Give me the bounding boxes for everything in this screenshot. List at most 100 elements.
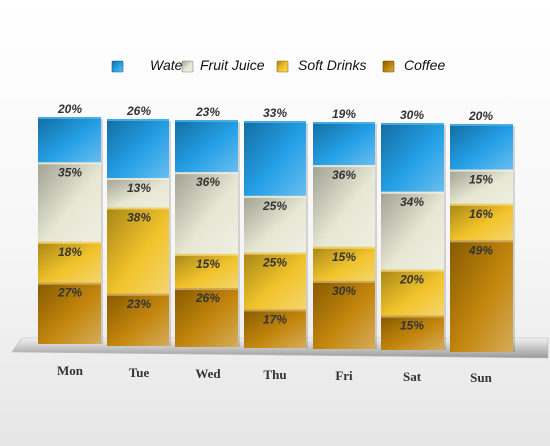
bar-segment-edge: [175, 287, 238, 290]
value-labels: 20% 35% 18% 27% 26% 13% 38% 23% 23% 36% 15% 26% 33% 2…: [57, 102, 493, 333]
x-tick-label-sat: Sat: [403, 369, 422, 384]
bar-segment-edge: [381, 191, 444, 194]
bar-segment-edge: [107, 178, 169, 181]
bar-segment-edge: [175, 120, 238, 122]
bar-segment-edge: [175, 172, 238, 175]
value-label-water-wed: 23%: [195, 105, 220, 119]
bar-segment-water-thu: [244, 121, 306, 196]
bar-segment-coffee-tue: [107, 293, 169, 346]
bar-segment-edge: [38, 162, 101, 165]
bar-segment-soft-drinks-thu: [244, 252, 306, 310]
bar-segment-edge: [107, 207, 169, 210]
x-axis: Mon Tue Wed Thu Fri Sat Sun: [57, 363, 493, 385]
bar-segment-fruit-juice-mon: [38, 162, 101, 242]
value-label-coffee-wed: 26%: [195, 291, 220, 305]
bar-segment-coffee-wed: [175, 287, 238, 347]
bar-segment-soft-drinks-sat: [381, 269, 444, 316]
bar-segment-edge: [244, 195, 306, 198]
value-label-soft-drinks-sun: 16%: [469, 207, 493, 221]
value-label-water-sun: 20%: [468, 109, 493, 123]
x-tick-label-thu: Thu: [263, 367, 286, 382]
value-label-soft-drinks-wed: 15%: [196, 257, 220, 271]
bar-segment-coffee-mon: [38, 282, 101, 344]
bar-segment-edge: [244, 121, 306, 123]
bar-segment-edge: [381, 315, 444, 318]
value-label-fruit-juice-tue: 13%: [127, 181, 151, 195]
bar-segment-edge: [381, 123, 444, 125]
legend-marker-soft-drinks: [276, 60, 289, 73]
x-tick-label-fri: Fri: [335, 368, 353, 383]
bar-segment-fruit-juice-tue: [107, 178, 169, 208]
bar-segment-water-wed: [175, 120, 238, 173]
value-label-soft-drinks-mon: 18%: [58, 245, 82, 259]
legend-label-fruit-juice: Fruit Juice: [200, 57, 265, 73]
value-label-water-fri: 19%: [332, 107, 356, 121]
bar-segment-edge: [450, 169, 513, 172]
bar-side-shadow: [169, 121, 171, 346]
value-label-fruit-juice-thu: 25%: [262, 199, 287, 213]
value-label-coffee-tue: 23%: [126, 297, 151, 311]
bar-side-shadow: [375, 124, 377, 349]
legend-label-water: Water: [150, 57, 188, 73]
bar-segment-edge: [381, 269, 444, 272]
value-label-soft-drinks-thu: 25%: [262, 256, 287, 270]
value-label-coffee-thu: 17%: [263, 312, 287, 326]
value-label-water-thu: 33%: [263, 106, 287, 120]
bar-segment-soft-drinks-sun: [450, 203, 513, 241]
bar-segment-coffee-fri: [313, 280, 375, 349]
value-label-soft-drinks-sat: 20%: [399, 273, 424, 287]
value-label-soft-drinks-fri: 15%: [332, 250, 356, 264]
value-label-fruit-juice-mon: 35%: [58, 165, 82, 179]
value-label-water-tue: 26%: [126, 104, 151, 118]
bar-segment-water-fri: [313, 122, 375, 166]
bars: [38, 117, 515, 352]
value-label-fruit-juice-sun: 15%: [469, 173, 493, 187]
bar-segment-edge: [38, 241, 101, 244]
legend-marker-fruit-juice: [181, 60, 194, 73]
value-label-water-sat: 30%: [400, 108, 424, 122]
value-label-coffee-sat: 15%: [400, 319, 424, 333]
bar-segment-soft-drinks-tue: [107, 207, 169, 294]
bar-segment-edge: [313, 280, 375, 283]
value-label-water-mon: 20%: [57, 102, 82, 116]
legend-label-soft-drinks: Soft Drinks: [298, 57, 366, 73]
bar-segment-fruit-juice-sat: [381, 191, 444, 270]
legend: Water Fruit Juice Soft Drinks Coffee: [111, 57, 445, 73]
value-label-coffee-fri: 30%: [332, 284, 356, 298]
value-label-coffee-mon: 27%: [57, 286, 82, 300]
bar-segment-water-mon: [38, 117, 101, 163]
legend-marker-coffee: [382, 60, 395, 73]
bar-segment-edge: [38, 282, 101, 285]
value-label-fruit-juice-sat: 34%: [400, 195, 424, 209]
bar-side-shadow: [101, 119, 103, 344]
bar-segment-soft-drinks-fri: [313, 246, 375, 281]
bar-segment-edge: [175, 253, 238, 256]
bar-segment-fruit-juice-fri: [313, 165, 375, 247]
bar-segment-water-sun: [450, 124, 513, 170]
value-label-fruit-juice-fri: 36%: [332, 168, 356, 182]
bar-segment-edge: [450, 240, 513, 243]
bar-segment-fruit-juice-sun: [450, 169, 513, 204]
bar-segment-fruit-juice-thu: [244, 195, 306, 253]
bar-segment-edge: [244, 252, 306, 255]
bar-side-shadow: [238, 122, 240, 347]
bar-side-shadow: [306, 123, 308, 348]
value-label-coffee-sun: 49%: [468, 243, 493, 257]
bar-segment-coffee-sun: [450, 240, 513, 352]
bar-segment-soft-drinks-mon: [38, 241, 101, 283]
x-tick-label-wed: Wed: [195, 366, 221, 381]
bar-segment-edge: [450, 124, 513, 126]
value-label-soft-drinks-tue: 38%: [127, 211, 151, 225]
x-tick-label-tue: Tue: [129, 365, 150, 380]
x-tick-label-sun: Sun: [470, 370, 492, 385]
bar-side-shadow: [513, 126, 515, 352]
bar-segment-edge: [450, 203, 513, 206]
bar-segment-edge: [313, 246, 375, 249]
bar-segment-coffee-thu: [244, 309, 306, 348]
bar-segment-edge: [107, 293, 169, 296]
bar-side-shadow: [444, 125, 446, 350]
bar-segment-water-tue: [107, 119, 169, 179]
bar-segment-soft-drinks-wed: [175, 253, 238, 288]
legend-marker-water: [111, 60, 124, 73]
